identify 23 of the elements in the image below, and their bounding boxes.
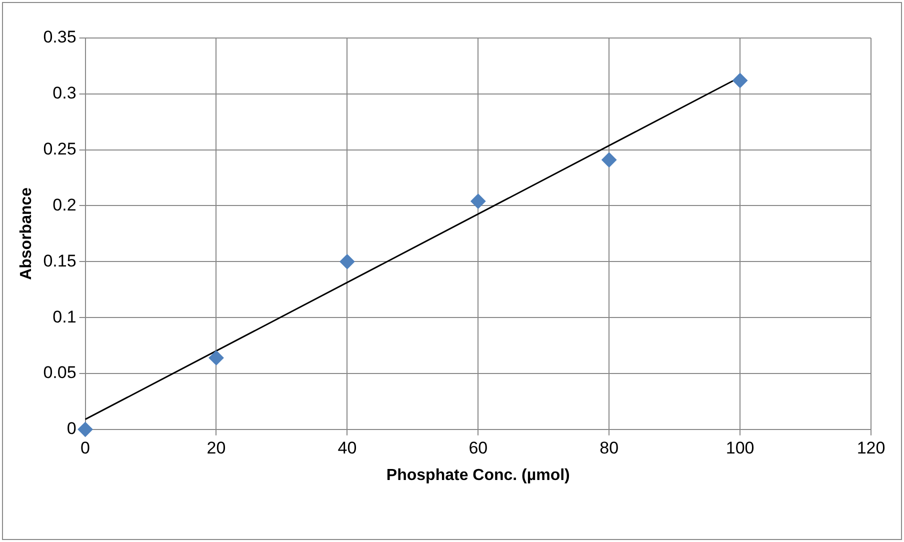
y-tick-label: 0.15 bbox=[43, 251, 76, 270]
point bbox=[602, 152, 617, 168]
y-tick-label: 0.35 bbox=[43, 28, 76, 47]
point bbox=[78, 422, 93, 437]
x-tick-label: 60 bbox=[468, 438, 488, 458]
y-tick-label: 0.1 bbox=[52, 307, 76, 326]
x-tick-label: 40 bbox=[338, 438, 357, 458]
x-tick-label: 100 bbox=[726, 438, 754, 458]
point bbox=[470, 194, 486, 209]
y-tick-label: 0.05 bbox=[43, 363, 76, 382]
y-tick-label: 0.25 bbox=[43, 140, 76, 159]
point bbox=[208, 350, 224, 366]
x-tick-label: 80 bbox=[600, 438, 619, 458]
y-tick-label: 0 bbox=[66, 419, 76, 438]
x-tick-label: 20 bbox=[206, 438, 226, 458]
y-tick-label: 0.2 bbox=[52, 195, 76, 214]
y-axis-title: Absorbance bbox=[18, 187, 36, 280]
x-tick-label: 0 bbox=[80, 438, 90, 458]
y-tick-label: 0.3 bbox=[52, 84, 76, 103]
point bbox=[340, 254, 355, 270]
x-axis-title: Phosphate Conc. (µmol) bbox=[386, 466, 570, 484]
point bbox=[732, 72, 748, 88]
x-tick-label: 120 bbox=[856, 438, 886, 458]
